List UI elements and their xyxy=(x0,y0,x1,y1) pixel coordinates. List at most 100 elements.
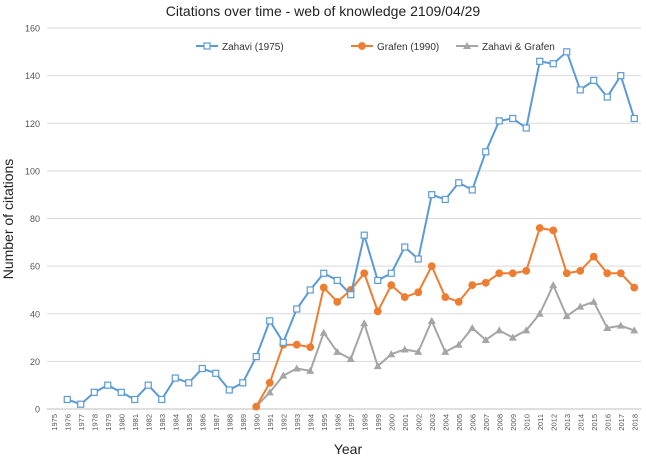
data-point xyxy=(387,350,396,358)
y-tick-label: 20 xyxy=(30,357,40,367)
data-point xyxy=(279,371,288,379)
x-tick-label: 1983 xyxy=(158,414,167,431)
data-point xyxy=(563,48,571,56)
chart-title: Citations over time - web of knowledge 2… xyxy=(166,3,481,19)
x-tick-label: 1978 xyxy=(90,414,99,431)
legend: Zahavi (1975) Grafen (1990) Zahavi & Grafe… xyxy=(196,42,555,53)
x-tick-label: 2017 xyxy=(617,414,626,431)
series-0 xyxy=(63,48,638,408)
series-group xyxy=(63,48,639,411)
data-point xyxy=(616,269,625,278)
data-point xyxy=(522,124,530,132)
x-tick-label: 1975 xyxy=(50,414,59,431)
x-tick-label: 1986 xyxy=(198,414,207,431)
data-point xyxy=(482,148,490,156)
x-tick-label: 2010 xyxy=(522,414,531,431)
legend-item: Zahavi & Grafen xyxy=(456,42,555,53)
x-tick-label: 1999 xyxy=(374,414,383,431)
data-point xyxy=(387,269,395,277)
x-tick-label: 2014 xyxy=(576,414,585,431)
data-point xyxy=(603,324,612,332)
data-point xyxy=(90,388,98,396)
data-point xyxy=(428,191,436,199)
data-point xyxy=(455,179,463,187)
data-point xyxy=(441,293,450,301)
series-1 xyxy=(252,224,639,411)
data-point xyxy=(293,305,301,313)
x-tick-label: 1987 xyxy=(212,414,221,431)
axes: 0 20 40 60 80 100 120 140 160 1975 1976 1977 1978 197… xyxy=(25,24,641,431)
data-point xyxy=(373,307,382,316)
x-tick-label: 1991 xyxy=(266,414,275,431)
x-tick-label: 2012 xyxy=(549,414,558,431)
data-point xyxy=(374,276,382,285)
data-point xyxy=(509,114,517,123)
data-point xyxy=(77,400,85,408)
data-point xyxy=(468,281,477,290)
x-tick-label: 2001 xyxy=(401,414,410,431)
x-tick-label: 2009 xyxy=(509,414,518,431)
data-point xyxy=(454,297,463,306)
data-point xyxy=(617,72,625,80)
data-point xyxy=(576,86,584,94)
x-axis-label: Year xyxy=(334,441,363,457)
data-point xyxy=(265,378,274,387)
x-tick-label: 2003 xyxy=(428,414,437,431)
x-tick-label: 1996 xyxy=(333,414,342,431)
data-point xyxy=(252,353,260,361)
data-point xyxy=(536,57,544,65)
data-point xyxy=(508,333,517,341)
data-point xyxy=(589,297,598,305)
data-point xyxy=(549,60,557,68)
x-tick-label: 1994 xyxy=(306,414,315,431)
data-point xyxy=(158,395,166,404)
data-point xyxy=(481,278,490,287)
x-tick-label: 2004 xyxy=(441,414,450,431)
x-tick-label: 1993 xyxy=(293,414,302,431)
x-tick-label: 1985 xyxy=(185,414,194,431)
data-point xyxy=(306,286,314,294)
data-point xyxy=(401,243,409,251)
data-point xyxy=(454,340,463,348)
data-point xyxy=(319,328,328,336)
data-point xyxy=(495,326,504,334)
data-point xyxy=(360,231,368,239)
x-tick-label: 2013 xyxy=(563,414,572,431)
data-point xyxy=(468,186,476,194)
data-point xyxy=(63,395,71,404)
data-point xyxy=(346,354,355,362)
legend-marker xyxy=(463,42,471,49)
y-tick-label: 140 xyxy=(25,71,40,81)
data-point xyxy=(198,364,206,373)
data-point xyxy=(117,388,125,396)
data-point xyxy=(590,76,598,84)
y-tick-label: 120 xyxy=(25,119,40,129)
x-tick-label: 2005 xyxy=(455,414,464,431)
data-point xyxy=(468,324,477,332)
data-point xyxy=(549,281,558,289)
data-point xyxy=(549,226,558,235)
data-point xyxy=(225,386,233,394)
data-point xyxy=(535,224,544,232)
y-tick-label: 0 xyxy=(35,405,40,415)
data-point xyxy=(630,326,639,334)
data-point xyxy=(414,288,423,297)
data-point xyxy=(441,195,449,204)
x-tick-label: 1990 xyxy=(252,414,261,431)
data-point xyxy=(441,347,450,355)
data-point xyxy=(508,269,517,278)
data-point xyxy=(562,312,571,320)
data-point xyxy=(306,366,315,374)
data-point xyxy=(603,93,611,101)
data-point xyxy=(562,269,571,278)
series-2 xyxy=(252,281,639,410)
data-point xyxy=(495,269,504,278)
data-point xyxy=(306,343,315,351)
data-point xyxy=(144,381,152,389)
data-point xyxy=(131,395,139,404)
data-point xyxy=(481,335,490,343)
data-point xyxy=(252,402,261,411)
x-tick-label: 2011 xyxy=(536,414,545,430)
data-point xyxy=(239,379,247,387)
